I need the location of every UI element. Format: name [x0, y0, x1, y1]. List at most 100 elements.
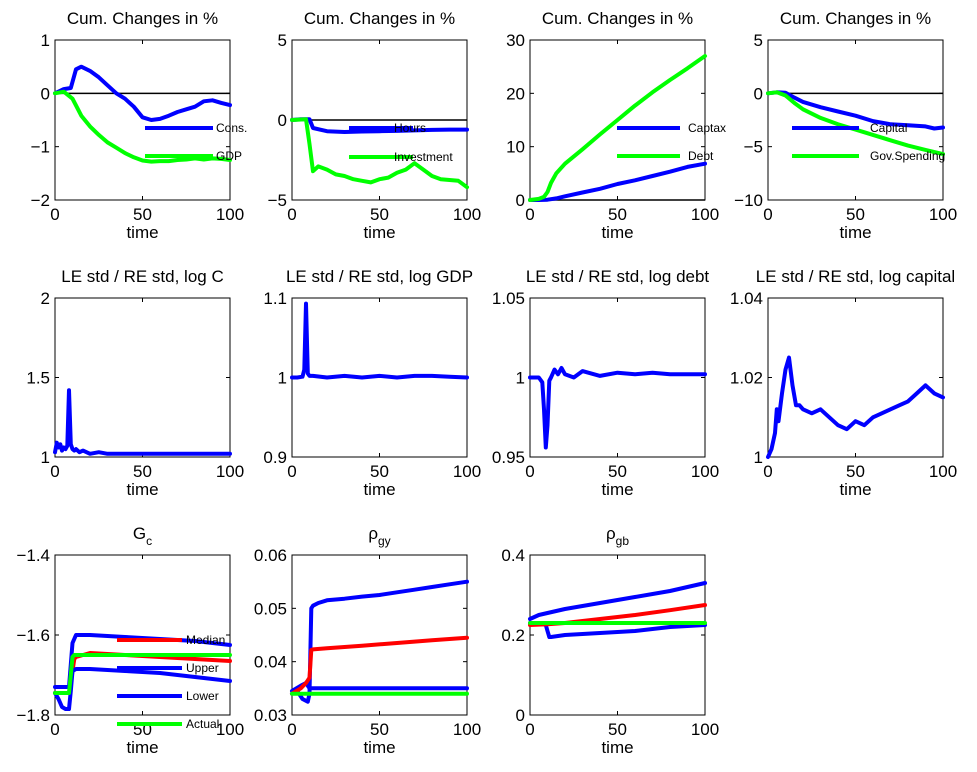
- legend-label: GDP: [216, 149, 242, 163]
- y-tick-label: 0: [516, 706, 525, 725]
- x-tick-label: 100: [216, 720, 244, 739]
- y-tick-label: 5: [278, 31, 287, 50]
- x-tick-label: 0: [50, 720, 59, 739]
- x-tick-label: 100: [929, 462, 957, 481]
- x-tick-label: 100: [929, 205, 957, 224]
- y-tick-label: 1: [754, 448, 763, 467]
- x-tick-label: 0: [763, 205, 772, 224]
- panel-3: 0 50 100 0 10 20 30 time Cum. Changes in % Captax…: [506, 9, 726, 242]
- x-tick-label: 50: [846, 462, 865, 481]
- panel-11: 0 50 100 0 0.2 0.4 time ρgb: [501, 524, 719, 757]
- plot-area: [767, 297, 944, 458]
- y-tick-label: 10: [506, 138, 525, 157]
- x-tick-label: 50: [608, 462, 627, 481]
- chart-title: LE std / RE std, log capital: [756, 267, 955, 286]
- panel-6: 0 50 100 0.9 1 1.1 time LE std / RE std, log GD…: [263, 267, 481, 499]
- y-tick-label: −2: [31, 191, 50, 210]
- series-line-1: [766, 355, 945, 459]
- panel-7: 0 50 100 0.95 1 1.05 time LE std / RE std, log …: [492, 267, 719, 499]
- legend-label: Captax: [688, 121, 726, 135]
- panel-1: 0 50 100 −2 −1 0 1 time Cum. Changes in % Cons. GD…: [31, 9, 248, 242]
- y-tick-label: 0.2: [501, 626, 525, 645]
- y-tick-label: −1: [31, 138, 50, 157]
- chart-title: LE std / RE std, log C: [61, 267, 224, 286]
- chart-title: ρgb: [606, 524, 629, 548]
- x-tick-label: 0: [50, 205, 59, 224]
- legend-label: Capital: [870, 121, 907, 135]
- series-line-3: [290, 635, 469, 696]
- x-tick-label: 0: [287, 462, 296, 481]
- y-tick-label: 2: [41, 289, 50, 308]
- y-tick-label: 0: [754, 84, 763, 103]
- series-line-2: [53, 89, 232, 164]
- legend-label: Upper: [186, 661, 219, 675]
- x-tick-label: 50: [370, 462, 389, 481]
- x-tick-label: 0: [287, 720, 296, 739]
- y-tick-label: 0.9: [263, 448, 287, 467]
- x-axis-label: time: [601, 223, 633, 242]
- series-line-1: [766, 90, 945, 131]
- y-tick-label: 20: [506, 84, 525, 103]
- y-tick-label: 1: [41, 31, 50, 50]
- legend-label: Median: [186, 633, 225, 647]
- y-tick-label: 1: [41, 448, 50, 467]
- series-line-4: [53, 653, 232, 695]
- x-tick-label: 100: [691, 462, 719, 481]
- y-tick-label: 30: [506, 31, 525, 50]
- x-axis-label: time: [601, 480, 633, 499]
- legend-label: Cons.: [216, 121, 247, 135]
- x-tick-label: 100: [453, 720, 481, 739]
- x-axis-label: time: [601, 738, 633, 757]
- x-tick-label: 100: [453, 462, 481, 481]
- plot-area: [54, 297, 231, 458]
- x-axis-label: time: [839, 223, 871, 242]
- chart-title: Gc: [133, 524, 152, 548]
- y-tick-label: 0: [41, 84, 50, 103]
- x-tick-label: 50: [133, 462, 152, 481]
- x-tick-label: 100: [216, 205, 244, 224]
- legend-label: Actual: [186, 717, 219, 731]
- y-tick-label: 5: [754, 31, 763, 50]
- y-tick-label: 1.04: [730, 289, 763, 308]
- series-line-1: [528, 366, 707, 450]
- plot-area: [767, 39, 944, 201]
- y-tick-label: 1: [278, 369, 287, 388]
- series-line-1: [53, 64, 232, 122]
- x-tick-label: 100: [691, 720, 719, 739]
- x-tick-label: 50: [133, 205, 152, 224]
- y-tick-label: −1.8: [16, 706, 50, 725]
- x-tick-label: 100: [691, 205, 719, 224]
- series-line-2: [766, 90, 945, 157]
- legend-label: Hours: [394, 121, 426, 135]
- chart-title: ρgy: [368, 524, 390, 548]
- series-line-1: [290, 301, 469, 380]
- x-axis-label: time: [126, 223, 158, 242]
- y-tick-label: −1.6: [16, 626, 50, 645]
- series-line-1: [290, 117, 469, 134]
- chart-title: LE std / RE std, log GDP: [286, 267, 473, 286]
- y-tick-label: −5: [744, 138, 763, 157]
- series-line-1: [290, 579, 469, 704]
- panel-9: 0 50 100−1.8−1.6−1.4timeGcMedianUpperLower…: [16, 524, 244, 757]
- series-line-1: [53, 388, 232, 456]
- x-axis-label: time: [363, 738, 395, 757]
- x-tick-label: 50: [608, 720, 627, 739]
- chart-title: LE std / RE std, log debt: [526, 267, 710, 286]
- y-tick-label: 0: [278, 111, 287, 130]
- legend-label: Gov.Spending: [870, 149, 945, 163]
- x-axis-label: time: [363, 223, 395, 242]
- x-tick-label: 50: [370, 720, 389, 739]
- series-line-1: [528, 161, 707, 202]
- y-tick-label: 1: [516, 369, 525, 388]
- chart-title: Cum. Changes in %: [780, 9, 931, 28]
- y-tick-label: −10: [734, 191, 763, 210]
- y-tick-label: 0.04: [254, 653, 287, 672]
- plot-area: [529, 297, 706, 458]
- y-tick-label: 1.05: [492, 289, 525, 308]
- y-tick-label: 0.03: [254, 706, 287, 725]
- panel-8: 0 50 100 1 1.02 1.04 time LE std / RE std, log …: [730, 267, 957, 499]
- series-line-2: [528, 54, 707, 202]
- chart-title: Cum. Changes in %: [542, 9, 693, 28]
- x-tick-label: 0: [763, 462, 772, 481]
